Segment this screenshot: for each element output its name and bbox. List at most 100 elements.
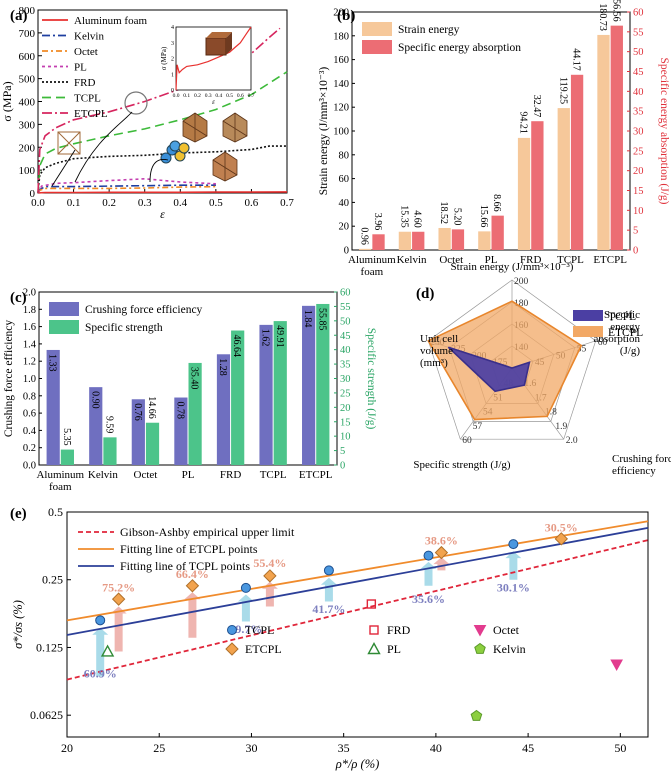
- inset-series-line: [175, 26, 252, 91]
- inset-y-tick-label: 2: [171, 57, 174, 63]
- panel-a-chart: 0.0 0.1 0.2 0.3 0.4 0.5 0.6 0.70100200300400500…: [0, 5, 294, 221]
- octet-lattice-image: [57, 131, 81, 155]
- bar-value-label: 5.35: [61, 428, 72, 446]
- radar-tick-label: 60: [598, 338, 608, 348]
- y2-tick-label: 15: [340, 417, 351, 428]
- y-tick-label: 0.4: [23, 426, 37, 437]
- x-tick-label: 25: [153, 741, 165, 755]
- y-tick-label: 1.8: [23, 305, 36, 316]
- legend-label: ETCPL: [74, 108, 108, 120]
- y2-tick-label: 35: [340, 360, 351, 371]
- y2-tick-label: 60: [340, 288, 351, 299]
- point-kelvin: [470, 709, 483, 721]
- point-tcpl: [508, 539, 519, 550]
- bar-value-label: 94.21: [518, 111, 529, 134]
- y2-tick-label: 15: [633, 186, 644, 197]
- category-label: foam: [49, 481, 72, 493]
- inset-x-tick-label: 0.6: [237, 93, 244, 99]
- legend-label: Crushing force efficiency: [85, 304, 203, 316]
- legend-swatch: [573, 326, 603, 337]
- radar-tick-label: 180: [514, 299, 529, 309]
- bar-value-label: 44.17: [571, 48, 582, 71]
- series-line-frd: [37, 145, 287, 194]
- y-tick-label: 40: [339, 198, 350, 209]
- bar: [610, 25, 623, 250]
- y-tick-label: 100: [333, 127, 349, 138]
- y-tick-label: 500: [19, 74, 36, 86]
- y2-tick-label: 45: [633, 67, 644, 78]
- legend-marker: [227, 625, 237, 635]
- series-line-aluminum-foam: [37, 191, 288, 194]
- radar-axis-label: Strain energy (J/mm³×10⁻³): [451, 261, 574, 273]
- x-tick-label: 0.4: [173, 197, 187, 209]
- point-tcpl: [323, 565, 334, 576]
- category-label: TCPL: [557, 254, 584, 266]
- y2-tick-label: 40: [633, 87, 644, 98]
- inset-x-tick-label: 0.4: [215, 93, 222, 99]
- y-tick-label: 0.2: [23, 443, 36, 454]
- improvement-arrow: [237, 594, 254, 622]
- bar-value-label: 1.33: [47, 354, 58, 372]
- x-tick-label: 30: [245, 741, 257, 755]
- bar: [188, 362, 202, 465]
- inset-x-tick-label: 0.1: [183, 93, 190, 99]
- y-tick-label: 180: [333, 31, 349, 42]
- bar-value-label: 1.62: [260, 329, 271, 347]
- legend-label: TCPL: [245, 623, 274, 637]
- y2-tick-label: 50: [340, 316, 351, 327]
- inset-y-tick-label: 0: [171, 88, 174, 94]
- legend-marker: [369, 625, 379, 635]
- inset-y-tick-label: 4: [171, 25, 174, 31]
- radar-tick-label: 2.0: [566, 436, 578, 446]
- inset-y-tick-label: 3: [171, 41, 174, 47]
- legend-label: Fitting line of TCPL points: [120, 559, 250, 573]
- legend-swatch: [49, 320, 79, 334]
- category-label: FRD: [520, 254, 541, 266]
- legend-label: FRD: [387, 623, 411, 637]
- improvement-label: 30.5%: [545, 520, 578, 534]
- series-line-kelvin: [37, 184, 216, 194]
- bar-value-label: 0.96: [359, 227, 370, 245]
- y-tick-label: 200: [19, 142, 36, 154]
- y2-tick-label: 50: [633, 47, 644, 58]
- legend-marker: [473, 625, 487, 637]
- bar-value-label: 4.60: [412, 210, 423, 228]
- improvement-label: 55.4%: [253, 556, 286, 570]
- plot-frame: [66, 511, 649, 738]
- category-label: Kelvin: [397, 254, 427, 266]
- bar: [491, 215, 504, 250]
- bar-value-label: 1.28: [217, 358, 228, 376]
- kelvin-lattice-image: [124, 91, 148, 115]
- radar-tick-label: 60: [462, 436, 472, 446]
- lattice-image-etcpl: [222, 112, 248, 143]
- point-etcpl: [263, 569, 277, 583]
- y-tick-label: 1.0: [23, 374, 36, 385]
- inset-y-tick-label: 1: [171, 72, 174, 78]
- y2-tick-label: 25: [633, 146, 644, 157]
- bar: [517, 137, 531, 250]
- bar: [570, 74, 584, 251]
- y-tick-label: 120: [333, 103, 349, 114]
- panel-d-radar-chart: 140160180200455055601.61.71.81.92.048515…: [413, 261, 671, 477]
- bar: [60, 449, 74, 465]
- legend-label: Octet: [74, 46, 98, 58]
- legend-marker: [367, 642, 381, 655]
- pointer-arrow: [51, 149, 76, 187]
- y-tick-label: 80: [339, 150, 350, 161]
- pointer-arrow: [74, 111, 133, 183]
- improvement-label: 66.4%: [176, 567, 209, 581]
- legend-label: Specific energy absorption: [398, 42, 521, 54]
- bar-value-label: 35.40: [189, 367, 200, 390]
- panel-label: (c): [10, 290, 27, 306]
- x-tick-label: 45: [522, 741, 534, 755]
- fit-line: [66, 526, 649, 636]
- bar-value-label: 180.73: [597, 3, 608, 31]
- x-tick-label: 0.3: [138, 197, 152, 209]
- radar-series-tcpl: [447, 346, 531, 393]
- y-tick-label: 160: [333, 55, 349, 66]
- bar-value-label: 3.96: [372, 213, 383, 231]
- bar-value-label: 0.76: [132, 403, 143, 421]
- y-tick-label: 0.25: [42, 573, 63, 587]
- radar-tick-label: 1.8: [545, 408, 557, 418]
